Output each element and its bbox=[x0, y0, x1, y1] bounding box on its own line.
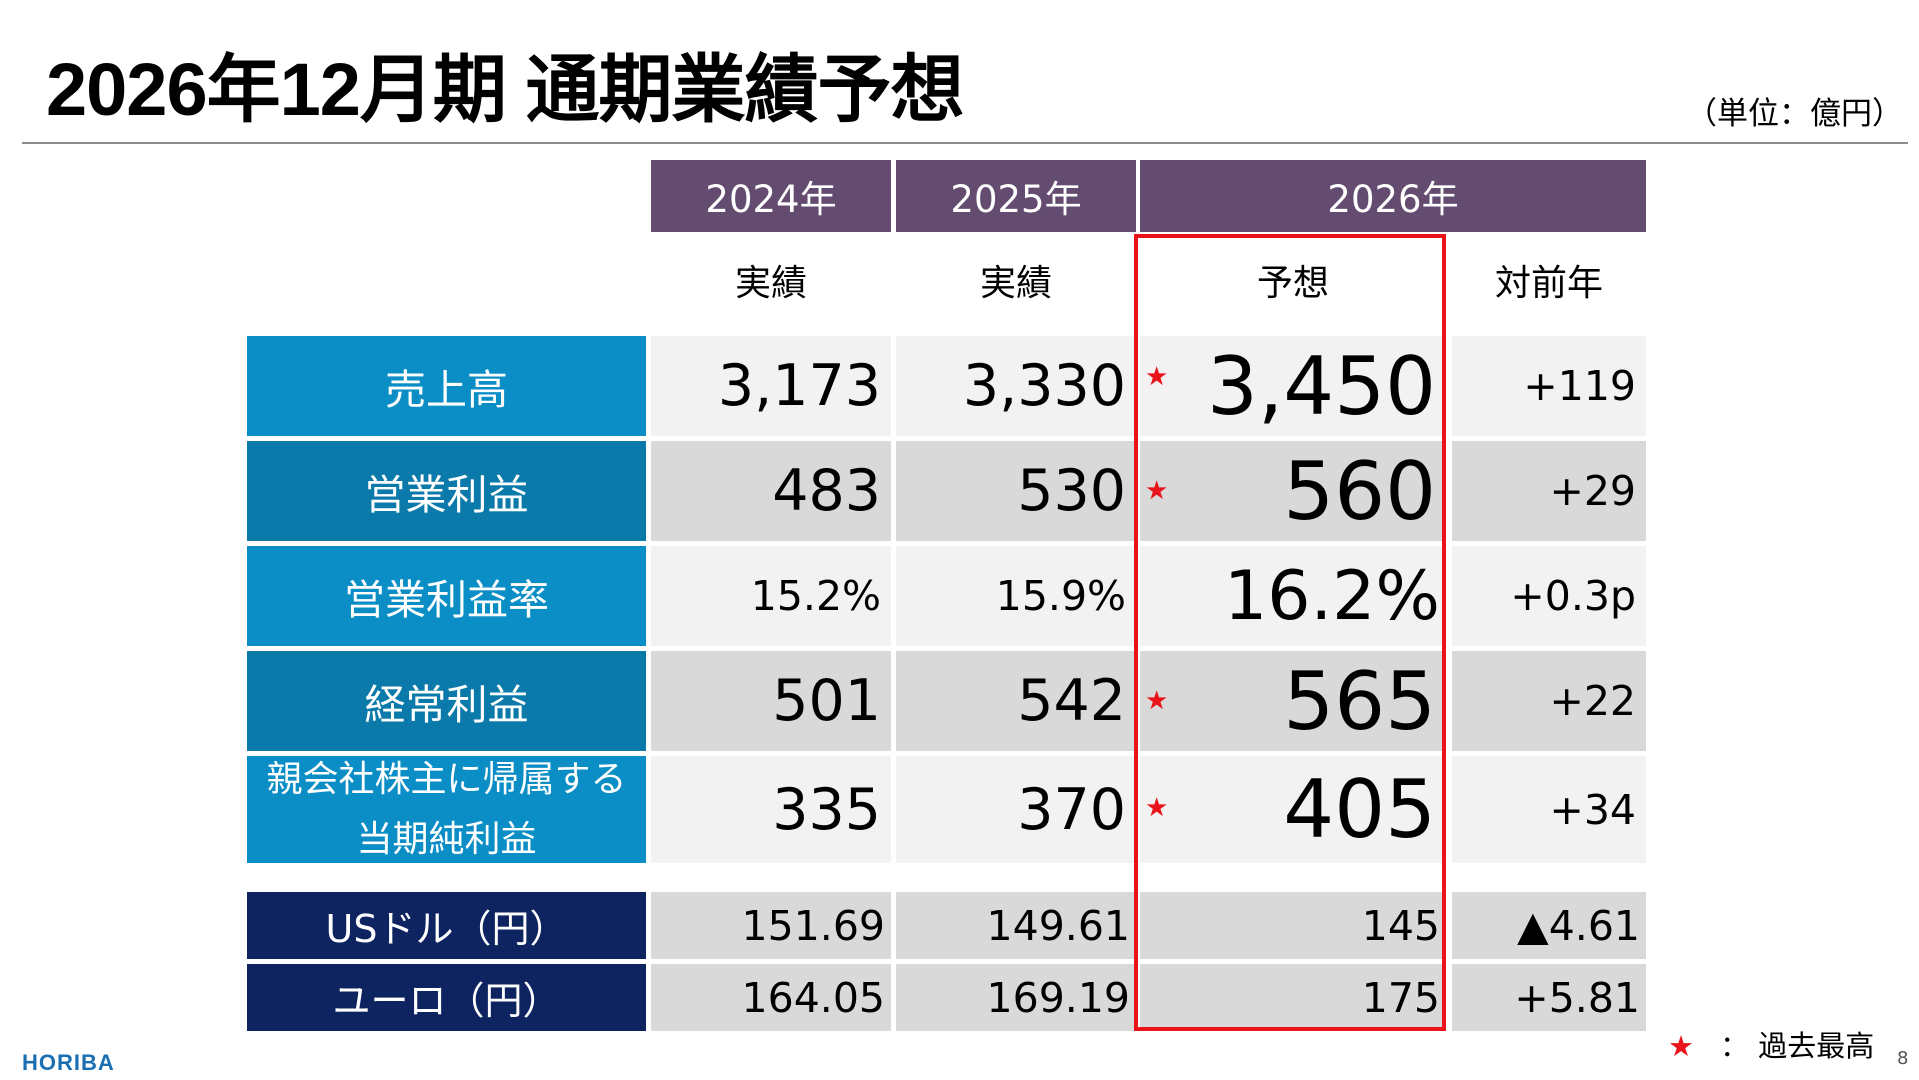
net-income-2025: 370 bbox=[896, 756, 1136, 863]
usd-2024: 151.69 bbox=[651, 892, 891, 959]
year-header-2024: 2024年 bbox=[651, 160, 891, 232]
net-income-2026: 405 bbox=[1140, 756, 1446, 863]
net-sales-2026: 3,450 bbox=[1140, 336, 1446, 436]
usd-yoy: ▲4.61 bbox=[1452, 892, 1646, 959]
year-header-2026: 2026年 bbox=[1140, 160, 1646, 232]
operating-margin-2025: 15.9% bbox=[896, 546, 1136, 646]
usd-2026: 145 bbox=[1140, 892, 1446, 959]
row-label-net-income: 親会社株主に帰属する 当期純利益 bbox=[247, 756, 646, 863]
operating-income-2024: 483 bbox=[651, 441, 891, 541]
operating-income-2025: 530 bbox=[896, 441, 1136, 541]
slide-title: 2026年12月期 通期業績予想 bbox=[46, 48, 964, 131]
eur-2025: 169.19 bbox=[896, 964, 1136, 1031]
ordinary-income-2024: 501 bbox=[651, 651, 891, 751]
record-star-icon: ★ bbox=[1145, 362, 1169, 392]
net-sales-2025: 3,330 bbox=[896, 336, 1136, 436]
row-label-eur: ユーロ（円） bbox=[247, 964, 646, 1031]
operating-income-yoy: +29 bbox=[1452, 441, 1646, 541]
operating-margin-2024: 15.2% bbox=[651, 546, 891, 646]
record-star-icon: ★ bbox=[1145, 793, 1169, 823]
legend-text: ： 過去最高 bbox=[1720, 1029, 1875, 1063]
ordinary-income-2025: 542 bbox=[896, 651, 1136, 751]
horiba-logo: HORIBA bbox=[22, 1050, 115, 1075]
row-label-net-sales: 売上高 bbox=[247, 336, 646, 436]
row-label-ordinary-income: 経常利益 bbox=[247, 651, 646, 751]
legend-star-icon: ★ bbox=[1668, 1029, 1694, 1063]
eur-2024: 164.05 bbox=[651, 964, 891, 1031]
ordinary-income-2026: 565 bbox=[1140, 651, 1446, 751]
ordinary-income-yoy: +22 bbox=[1452, 651, 1646, 751]
unit-label: （単位：億円） bbox=[1686, 96, 1903, 132]
operating-margin-2026: 16.2% bbox=[1140, 546, 1446, 646]
net-sales-2024: 3,173 bbox=[651, 336, 891, 436]
net-income-2024: 335 bbox=[651, 756, 891, 863]
sub-header-actual-2024: 実績 bbox=[734, 263, 807, 304]
record-star-icon: ★ bbox=[1145, 476, 1169, 506]
eur-yoy: +5.81 bbox=[1452, 964, 1646, 1031]
legend: ★ ： 過去最高 bbox=[1668, 1023, 1874, 1065]
usd-2025: 149.61 bbox=[896, 892, 1136, 959]
sub-header-forecast-2026: 予想 bbox=[1256, 263, 1329, 304]
operating-income-2026: 560 bbox=[1140, 441, 1446, 541]
title-divider bbox=[22, 142, 1908, 144]
net-sales-yoy: +119 bbox=[1452, 336, 1646, 436]
page-number: 8 bbox=[1897, 1048, 1909, 1069]
row-label-operating-income: 営業利益 bbox=[247, 441, 646, 541]
net-income-label-line1: 親会社株主に帰属する bbox=[266, 758, 627, 800]
year-header-2025: 2025年 bbox=[896, 160, 1136, 232]
net-income-label-line2: 当期純利益 bbox=[356, 818, 537, 860]
row-label-usd: USドル（円） bbox=[247, 892, 646, 959]
net-income-yoy: +34 bbox=[1452, 756, 1646, 863]
operating-margin-yoy: +0.3p bbox=[1452, 546, 1646, 646]
sub-header-yoy: 対前年 bbox=[1494, 263, 1603, 304]
sub-header-actual-2025: 実績 bbox=[979, 263, 1052, 304]
record-star-icon: ★ bbox=[1145, 686, 1169, 716]
row-label-operating-margin: 営業利益率 bbox=[247, 546, 646, 646]
eur-2026: 175 bbox=[1140, 964, 1446, 1031]
